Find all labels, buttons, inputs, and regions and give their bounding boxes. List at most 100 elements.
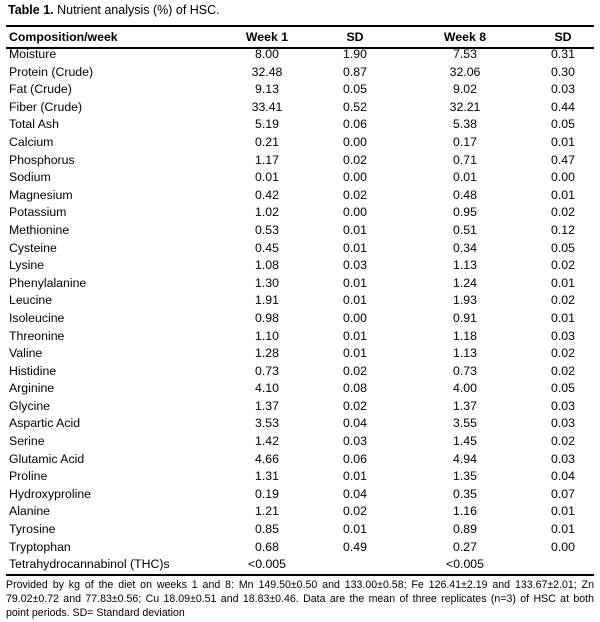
cell-week1: 1.02 bbox=[255, 205, 279, 220]
cell-composition: Glycine bbox=[9, 398, 51, 413]
cell-sd-week8: 0.30 bbox=[551, 64, 575, 79]
cell-sd-week8: 0.31 bbox=[551, 47, 575, 61]
table-caption: Table 1. Nutrient analysis (%) of HSC. bbox=[8, 2, 220, 18]
cell-sd-week8 bbox=[532, 556, 594, 574]
table-row: Glutamic Acid 4.66 0.06 4.94 0.03 bbox=[6, 451, 594, 469]
cell-sd-week8: 0.03 bbox=[551, 398, 575, 413]
cell-sd-week1: 0.49 bbox=[343, 539, 367, 554]
cell-week1: 0.53 bbox=[255, 222, 279, 237]
cell-composition: Tetrahydrocannabinol (THC)s bbox=[9, 557, 170, 572]
header-week8: Week 8 bbox=[443, 30, 487, 44]
table-row: Phenylalanine 1.30 0.01 1.24 0.01 bbox=[6, 275, 594, 293]
cell-composition: Sodium bbox=[9, 170, 51, 185]
cell-sd-week1: 0.01 bbox=[343, 222, 367, 237]
table-footnote: Provided by kg of the diet on weeks 1 an… bbox=[6, 579, 594, 619]
table-row: Fat (Crude) 9.13 0.05 9.02 0.03 bbox=[6, 81, 594, 99]
table-row: Methionine 0.53 0.01 0.51 0.12 bbox=[6, 222, 594, 240]
cell-sd-week8: 0.02 bbox=[551, 363, 575, 378]
cell-sd-week1: 0.03 bbox=[343, 258, 367, 273]
cell-week1: 33.41 bbox=[251, 99, 283, 114]
bottom-rule bbox=[6, 574, 594, 576]
cell-composition: Fat (Crude) bbox=[9, 82, 72, 97]
header-sd-week8: SD bbox=[554, 30, 572, 44]
cell-week1: 1.21 bbox=[255, 504, 279, 519]
cell-week8: 1.13 bbox=[453, 346, 477, 361]
table-row: Glycine 1.37 0.02 1.37 0.03 bbox=[6, 398, 594, 416]
table-row: Isoleucine 0.98 0.00 0.91 0.01 bbox=[6, 310, 594, 328]
nutrient-table: Composition/week Week 1 SD Week 8 SD Moi… bbox=[6, 29, 594, 574]
header-week1: Week 1 bbox=[245, 30, 289, 44]
cell-sd-week1: 0.01 bbox=[343, 240, 367, 255]
cell-composition: Potassium bbox=[9, 205, 67, 220]
caption-label: Table 1. bbox=[8, 3, 54, 17]
cell-week8: 0.34 bbox=[453, 240, 477, 255]
cell-week8: 1.13 bbox=[453, 258, 477, 273]
caption-text: Nutrient analysis (%) of HSC. bbox=[53, 3, 220, 17]
header-composition: Composition/week bbox=[9, 30, 118, 44]
cell-sd-week1: 0.02 bbox=[343, 398, 367, 413]
cell-sd-week1: 0.01 bbox=[343, 293, 367, 308]
cell-week1: 1.30 bbox=[255, 275, 279, 290]
cell-composition: Proline bbox=[9, 469, 48, 484]
cell-week8: 1.24 bbox=[453, 275, 477, 290]
cell-composition: Fiber (Crude) bbox=[9, 99, 83, 114]
cell-composition: Tyrosine bbox=[9, 522, 56, 537]
cell-composition: Valine bbox=[9, 346, 43, 361]
cell-sd-week8: 0.01 bbox=[551, 310, 575, 325]
cell-composition: Methionine bbox=[9, 222, 70, 237]
cell-composition: Total Ash bbox=[9, 117, 59, 132]
cell-composition: Threonine bbox=[9, 328, 65, 343]
cell-week1: 1.91 bbox=[255, 293, 279, 308]
cell-week8: 0.91 bbox=[453, 310, 477, 325]
header-rule bbox=[6, 47, 594, 49]
cell-composition: Phenylalanine bbox=[9, 275, 87, 290]
cell-week8: 3.55 bbox=[453, 416, 477, 431]
table-body: Moisture 8.00 1.90 7.53 0.31 Protein (Crude) 3… bbox=[6, 46, 594, 574]
cell-week1: 1.08 bbox=[255, 258, 279, 273]
cell-week8: 0.35 bbox=[453, 486, 477, 501]
table-row: Valine 1.28 0.01 1.13 0.02 bbox=[6, 345, 594, 363]
table-row: Arginine 4.10 0.08 4.00 0.05 bbox=[6, 380, 594, 398]
table-row: Threonine 1.10 0.01 1.18 0.03 bbox=[6, 328, 594, 346]
cell-week1: 1.10 bbox=[255, 328, 279, 343]
cell-sd-week8: 0.02 bbox=[551, 205, 575, 220]
cell-sd-week8: 0.05 bbox=[551, 117, 575, 132]
cell-sd-week1: 0.02 bbox=[343, 187, 367, 202]
cell-week8: 1.45 bbox=[453, 434, 477, 449]
table-row: Histidine 0.73 0.02 0.73 0.02 bbox=[6, 363, 594, 381]
cell-week8: 0.27 bbox=[453, 539, 477, 554]
cell-week8: 0.89 bbox=[453, 522, 477, 537]
cell-week1: <0.005 bbox=[248, 557, 286, 572]
cell-sd-week1: 0.02 bbox=[343, 363, 367, 378]
cell-composition: Isoleucine bbox=[9, 310, 65, 325]
table-row: Alanine 1.21 0.02 1.16 0.01 bbox=[6, 503, 594, 521]
table-row: Magnesium 0.42 0.02 0.48 0.01 bbox=[6, 187, 594, 205]
cell-sd-week1: 0.06 bbox=[343, 117, 367, 132]
table-row: Lysine 1.08 0.03 1.13 0.02 bbox=[6, 257, 594, 275]
table-row: Aspartic Acid 3.53 0.04 3.55 0.03 bbox=[6, 415, 594, 433]
cell-sd-week1: 0.01 bbox=[343, 522, 367, 537]
cell-sd-week8: 0.01 bbox=[551, 504, 575, 519]
cell-sd-week1: 0.04 bbox=[343, 486, 367, 501]
table-row: Hydroxyproline 0.19 0.04 0.35 0.07 bbox=[6, 486, 594, 504]
cell-sd-week8: 0.03 bbox=[551, 416, 575, 431]
cell-sd-week8: 0.00 bbox=[551, 539, 575, 554]
cell-sd-week1: 1.90 bbox=[343, 47, 367, 61]
cell-sd-week8: 0.03 bbox=[551, 328, 575, 343]
cell-week1: 0.42 bbox=[255, 187, 279, 202]
cell-sd-week8: 0.03 bbox=[551, 82, 575, 97]
cell-composition: Lysine bbox=[9, 258, 45, 273]
cell-sd-week1: 0.01 bbox=[343, 469, 367, 484]
cell-sd-week8: 0.01 bbox=[551, 522, 575, 537]
cell-sd-week1: 0.03 bbox=[343, 434, 367, 449]
cell-week8: 0.48 bbox=[453, 187, 477, 202]
cell-composition: Leucine bbox=[9, 293, 53, 308]
cell-week1: 4.10 bbox=[255, 381, 279, 396]
cell-sd-week8: 0.02 bbox=[551, 258, 575, 273]
cell-sd-week8: 0.02 bbox=[551, 293, 575, 308]
cell-week8: 9.02 bbox=[453, 82, 477, 97]
cell-week1: 1.37 bbox=[255, 398, 279, 413]
cell-week8: 1.18 bbox=[453, 328, 477, 343]
cell-week8: 32.21 bbox=[449, 99, 481, 114]
table-row: Serine 1.42 0.03 1.45 0.02 bbox=[6, 433, 594, 451]
